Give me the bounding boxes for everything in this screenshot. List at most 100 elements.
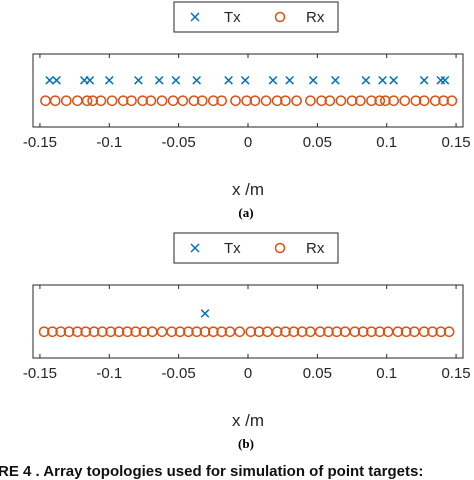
legend-b: Tx Rx [173, 232, 339, 264]
tx-point [331, 75, 340, 85]
rx-point [166, 326, 178, 338]
rx-point [357, 326, 369, 338]
legend-a-tx-label: Tx [224, 9, 241, 26]
rx-point [435, 326, 447, 338]
legend-a-rx-marker [274, 11, 286, 23]
rx-point [429, 95, 441, 107]
x-tick-label: 0 [244, 365, 252, 382]
tx-point [240, 75, 250, 85]
rx-point [113, 326, 125, 338]
rx-point [38, 326, 50, 338]
rx-series-a [40, 95, 458, 107]
rx-point [126, 95, 137, 107]
tx-point [192, 75, 202, 85]
rx-point [335, 95, 347, 107]
legend-b-rx-marker [274, 242, 286, 254]
rx-point [379, 95, 391, 107]
rx-point [388, 95, 399, 107]
rx-point [207, 95, 219, 107]
rx-point [174, 326, 186, 338]
x-tick-labels-a: -0.15 -0.1 -0.05 0 0.05 0.1 0.15 [23, 134, 471, 151]
rx-point [280, 326, 291, 338]
rx-point [253, 326, 265, 338]
x-axis-label-b: x /m [232, 411, 264, 430]
rx-point [188, 95, 200, 107]
rx-point [314, 326, 326, 338]
rx-point [156, 95, 168, 107]
rx-point [355, 95, 366, 107]
rx-point [72, 326, 83, 338]
legend-b-box [173, 232, 339, 264]
legend-a-box [173, 1, 339, 33]
rx-point [316, 95, 327, 107]
tx-series-a [45, 75, 450, 85]
tx-point [52, 75, 61, 85]
rx-point [88, 326, 100, 338]
figure-caption: RE 4 . Array topologies used for simulat… [0, 463, 423, 480]
rx-point [400, 326, 412, 338]
rx-point [443, 326, 455, 338]
rx-point [305, 95, 316, 107]
tx-point [285, 75, 294, 85]
rx-point [216, 95, 227, 107]
x-ticks-b [39, 285, 457, 358]
rx-point [349, 326, 361, 338]
rx-point [137, 95, 148, 107]
rx-point [366, 95, 377, 107]
x-tick-label: 0.15 [441, 134, 470, 151]
rx-point [230, 95, 241, 107]
rx-point [177, 95, 189, 107]
rx-point [241, 95, 252, 107]
tx-point [85, 75, 95, 85]
rx-point [331, 326, 343, 338]
x-tick-label: 0.05 [303, 134, 332, 151]
rx-point [97, 326, 108, 338]
rx-point [130, 326, 141, 338]
rx-point [392, 326, 404, 338]
tx-point [134, 75, 143, 85]
plot-b: -0.15 -0.1 -0.05 0 0.05 0.1 0.15 x /m [23, 284, 471, 430]
rx-point [399, 95, 411, 107]
x-tick-label: -0.1 [96, 365, 122, 382]
legend-b-tx-marker [190, 243, 200, 253]
legend-b-tx-label: Tx [224, 240, 241, 257]
x-tick-label: -0.15 [23, 134, 57, 151]
rx-point [207, 326, 219, 338]
x-tick-label: -0.05 [162, 134, 196, 151]
rx-series-b [38, 326, 455, 338]
tx-point [378, 75, 387, 85]
rx-point [49, 95, 61, 107]
tx-series-b [200, 309, 210, 318]
legend-a-rx-label: Rx [306, 9, 325, 26]
rx-point [324, 95, 336, 107]
x-tick-labels-b: -0.15 -0.1 -0.05 0 0.05 0.1 0.15 [23, 365, 471, 382]
rx-point [234, 326, 246, 338]
rx-point [288, 326, 300, 338]
rx-point [105, 326, 117, 338]
rx-point [81, 95, 93, 107]
rx-point [418, 326, 430, 338]
rx-point [80, 326, 92, 338]
rx-point [63, 326, 75, 338]
rx-point [418, 95, 430, 107]
x-tick-label: 0.1 [376, 365, 397, 382]
rx-point [410, 95, 422, 107]
rx-point [271, 326, 283, 338]
rx-point [191, 326, 203, 338]
rx-point [438, 95, 449, 107]
rx-point [245, 326, 257, 338]
tx-point [200, 309, 210, 318]
x-tick-label: 0.05 [303, 365, 332, 382]
rx-point [446, 95, 458, 107]
rx-point [138, 326, 150, 338]
axes-box-a [32, 53, 464, 128]
tx-point [45, 75, 54, 85]
rx-point [183, 326, 194, 338]
tx-point [308, 75, 318, 85]
tx-point [224, 75, 233, 85]
rx-point [121, 326, 133, 338]
rx-point [323, 326, 334, 338]
tx-point [361, 75, 371, 85]
legend-a-tx-marker [190, 12, 200, 22]
